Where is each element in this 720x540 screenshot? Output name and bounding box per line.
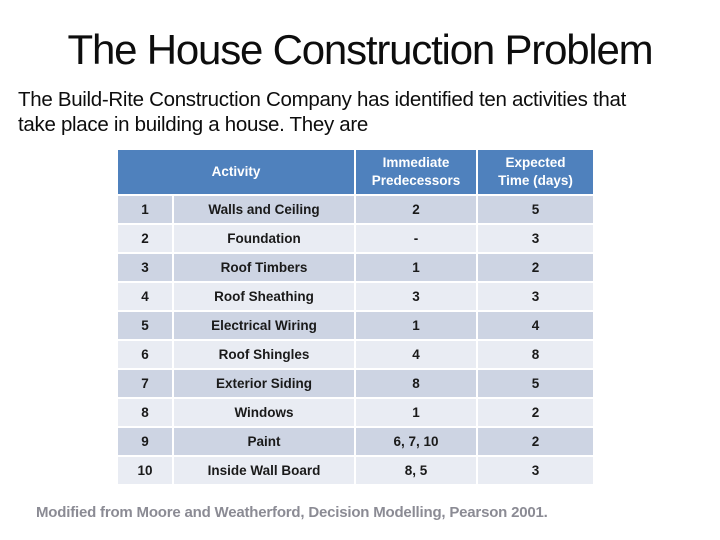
header-activity: Activity [118,150,354,194]
activity-name-cell: Walls and Ceiling [174,196,354,223]
predecessors-cell: 6, 7, 10 [356,428,476,455]
activity-number-cell: 1 [118,196,172,223]
time-cell: 2 [478,254,593,281]
table-row: 9 Paint 6, 7, 10 2 [118,428,593,455]
time-cell: 8 [478,341,593,368]
source-attribution: Modified from Moore and Weatherford, Dec… [36,504,548,521]
activity-name-cell: Foundation [174,225,354,252]
time-cell: 2 [478,399,593,426]
time-cell: 2 [478,428,593,455]
table-row: 2 Foundation -3 [118,225,593,252]
predecessors-cell: - [356,225,476,252]
activity-name-cell: Roof Sheathing [174,283,354,310]
time-cell: 3 [478,457,593,484]
activity-number-cell: 8 [118,399,172,426]
table-row: 3 Roof Timbers 1 2 [118,254,593,281]
table-row: 8 Windows 1 2 [118,399,593,426]
time-cell: 3 [478,225,593,252]
activity-name-cell: Roof Shingles [174,341,354,368]
activity-number-cell: 9 [118,428,172,455]
header-immediate-predecessors: Immediate Predecessors [356,150,476,194]
predecessors-cell: 8, 5 [356,457,476,484]
intro-paragraph: The Build-Rite Construction Company has … [18,87,710,138]
intro-line-2: take place in building a house. They are [18,113,369,137]
predecessors-cell: 1 [356,254,476,281]
predecessors-cell: 4 [356,341,476,368]
table-header-row: Activity Immediate Predecessors Expected… [118,150,593,194]
slide-title: The House Construction Problem [67,26,654,73]
activities-table-container: Activity Immediate Predecessors Expected… [116,148,595,486]
activity-name-cell: Paint [174,428,354,455]
time-cell: 5 [478,370,593,397]
time-cell: 4 [478,312,593,339]
table-row: 6 Roof Shingles 4 8 [118,341,593,368]
activity-name-cell: Roof Timbers [174,254,354,281]
time-cell: 3 [478,283,593,310]
time-cell: 5 [478,196,593,223]
predecessors-cell: 2 [356,196,476,223]
activity-number-cell: 10 [118,457,172,484]
activity-name-cell: Windows [174,399,354,426]
activity-number-cell: 7 [118,370,172,397]
activity-number-cell: 5 [118,312,172,339]
activity-name-cell: Exterior Siding [174,370,354,397]
activity-number-cell: 3 [118,254,172,281]
table-row: 5 Electrical Wiring 1 4 [118,312,593,339]
activity-name-cell: Electrical Wiring [174,312,354,339]
intro-line-1: The Build-Rite Construction Company has … [18,88,626,111]
table-row: 7 Exterior Siding 8 5 [118,370,593,397]
activity-name-cell: Inside Wall Board [174,457,354,484]
activity-number-cell: 6 [118,341,172,368]
predecessors-cell: 8 [356,370,476,397]
activity-number-cell: 4 [118,283,172,310]
table-row: 1 Walls and Ceiling 2 5 [118,196,593,223]
predecessors-cell: 3 [356,283,476,310]
activities-table: Activity Immediate Predecessors Expected… [116,148,595,486]
predecessors-cell: 1 [356,312,476,339]
header-expected-time: Expected Time (days) [478,150,593,194]
predecessors-cell: 1 [356,399,476,426]
activity-number-cell: 2 [118,225,172,252]
table-row: 4 Roof Sheathing 3 3 [118,283,593,310]
